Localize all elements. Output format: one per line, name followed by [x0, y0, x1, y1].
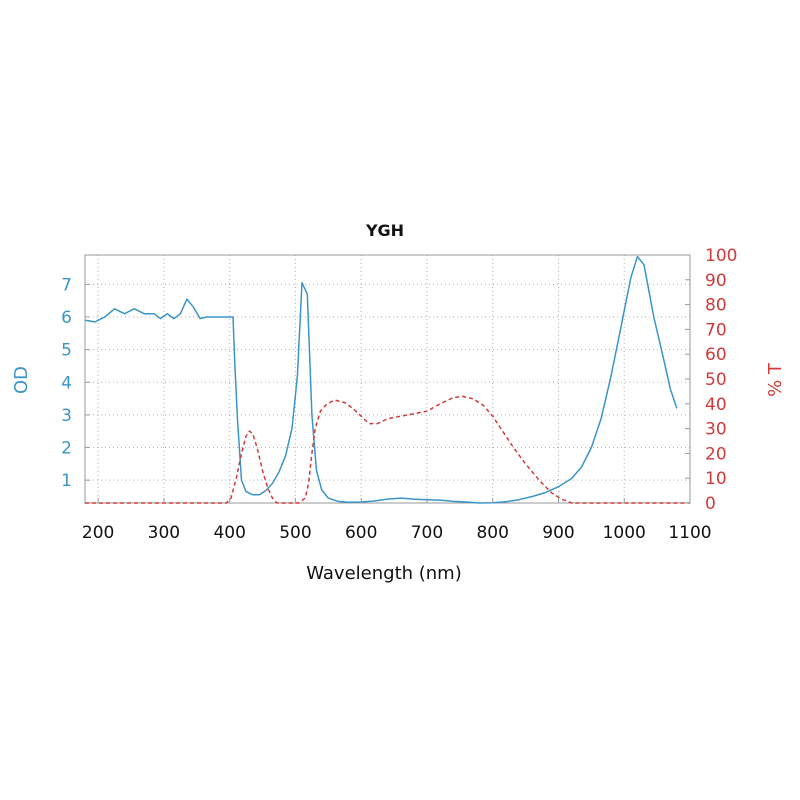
- y-left-tick-label: 7: [61, 275, 72, 295]
- x-tick-label: 300: [148, 523, 180, 543]
- grid-layer: [85, 255, 691, 503]
- series-layer: [84, 255, 690, 504]
- y-left-tick-label: 3: [61, 406, 72, 426]
- y-right-tick-label: 70: [705, 320, 727, 340]
- x-axis-title: Wavelength (nm): [306, 563, 462, 584]
- y-right-tick-label: 40: [705, 395, 727, 415]
- y-right-tick-label: 60: [705, 345, 727, 365]
- x-tick-label: 900: [542, 523, 574, 543]
- y-right-tick-label: 50: [705, 370, 727, 390]
- y-left-tick-label: 4: [61, 373, 72, 393]
- transmission-series-line: [85, 395, 690, 504]
- ticks-layer: 200 300 400 500 600 700 800 900 1000 110012345670…: [61, 246, 737, 543]
- x-tick-label: 1100: [668, 523, 711, 543]
- x-tick-label: 400: [213, 523, 245, 543]
- y-left-tick-label: 2: [61, 439, 72, 459]
- x-tick-label: 1000: [603, 523, 646, 543]
- y-right-tick-label: 100: [705, 246, 737, 266]
- plot-frame: [84, 254, 691, 504]
- y-axis-right-title: % T: [765, 362, 786, 397]
- x-tick-label: 700: [411, 523, 443, 543]
- y-right-tick-label: 30: [705, 420, 727, 440]
- y-axis-left-title: OD: [11, 366, 32, 394]
- y-right-tick-label: 10: [705, 469, 727, 489]
- y-right-tick-label: 20: [705, 444, 727, 464]
- y-right-tick-label: 0: [705, 494, 716, 514]
- x-tick-label: 500: [279, 523, 311, 543]
- y-left-tick-label: 5: [61, 341, 72, 361]
- od-series-line: [84, 255, 678, 504]
- y-right-tick-label: 90: [705, 271, 727, 291]
- x-tick-label: 600: [345, 523, 377, 543]
- chart-title: YGH: [365, 221, 404, 240]
- y-right-tick-label: 80: [705, 296, 727, 316]
- y-left-tick-label: 1: [61, 471, 72, 491]
- x-tick-label: 200: [82, 523, 114, 543]
- x-tick-label: 800: [476, 523, 508, 543]
- y-left-tick-label: 6: [61, 308, 72, 328]
